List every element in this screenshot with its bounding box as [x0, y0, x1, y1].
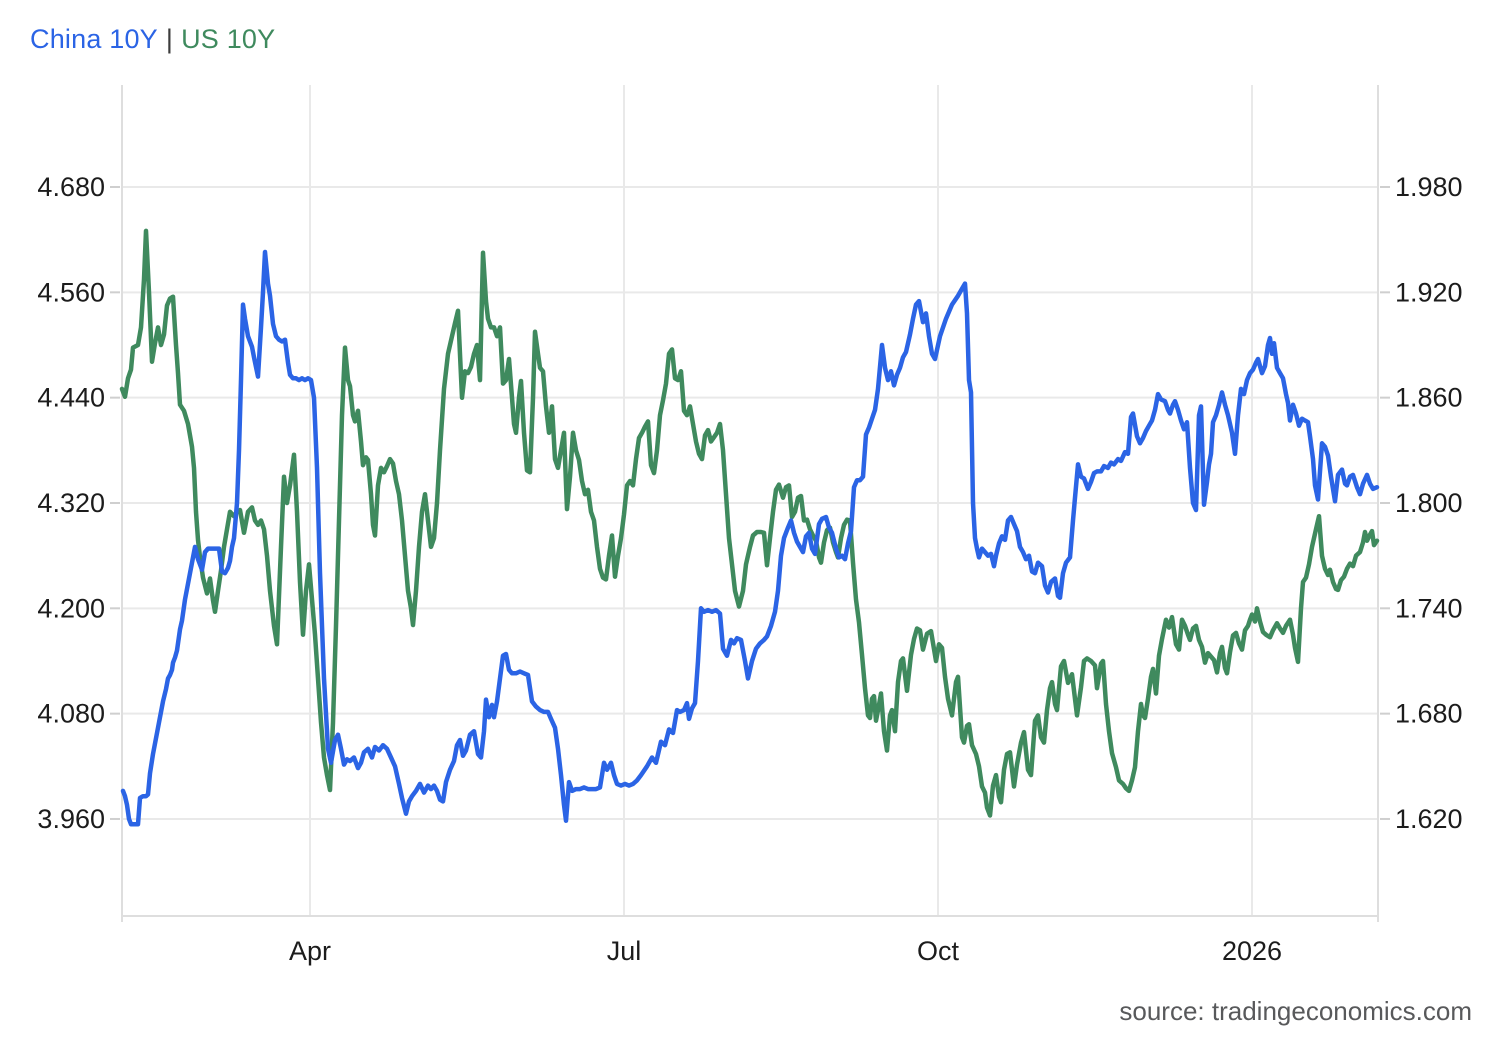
right-axis-tick-label: 1.860: [1395, 383, 1463, 413]
left-axis-tick-label: 4.440: [37, 383, 105, 413]
left-axis-tick-label: 4.320: [37, 488, 105, 518]
legend-separator: |: [165, 24, 174, 54]
legend-item-us-10y[interactable]: US 10Y: [181, 24, 276, 54]
series-line-us-10y[interactable]: [119, 228, 1380, 818]
x-axis-tick-label: Apr: [289, 936, 331, 966]
chart-title: China 10Y | US 10Y: [30, 24, 275, 55]
right-axis-tick-label: 1.620: [1395, 804, 1463, 834]
right-axis-tick-label: 1.740: [1395, 593, 1463, 623]
x-axis-tick-label: 2026: [1222, 936, 1282, 966]
right-axis-tick-label: 1.980: [1395, 172, 1463, 202]
x-axis-tick-label: Jul: [607, 936, 642, 966]
x-axis-tick-label: Oct: [917, 936, 960, 966]
left-axis-tick-label: 4.680: [37, 172, 105, 202]
left-axis-tick-label: 4.080: [37, 699, 105, 729]
right-axis-tick-label: 1.680: [1395, 699, 1463, 729]
left-axis-tick-label: 3.960: [37, 804, 105, 834]
series-line-china-10y[interactable]: [120, 249, 1380, 827]
left-axis-tick-label: 4.560: [37, 277, 105, 307]
right-axis-tick-label: 1.920: [1395, 277, 1463, 307]
source-credit: source: tradingeconomics.com: [1119, 996, 1472, 1026]
left-axis-tick-label: 4.200: [37, 593, 105, 623]
legend-item-china-10y[interactable]: China 10Y: [30, 24, 158, 54]
right-axis-tick-label: 1.800: [1395, 488, 1463, 518]
